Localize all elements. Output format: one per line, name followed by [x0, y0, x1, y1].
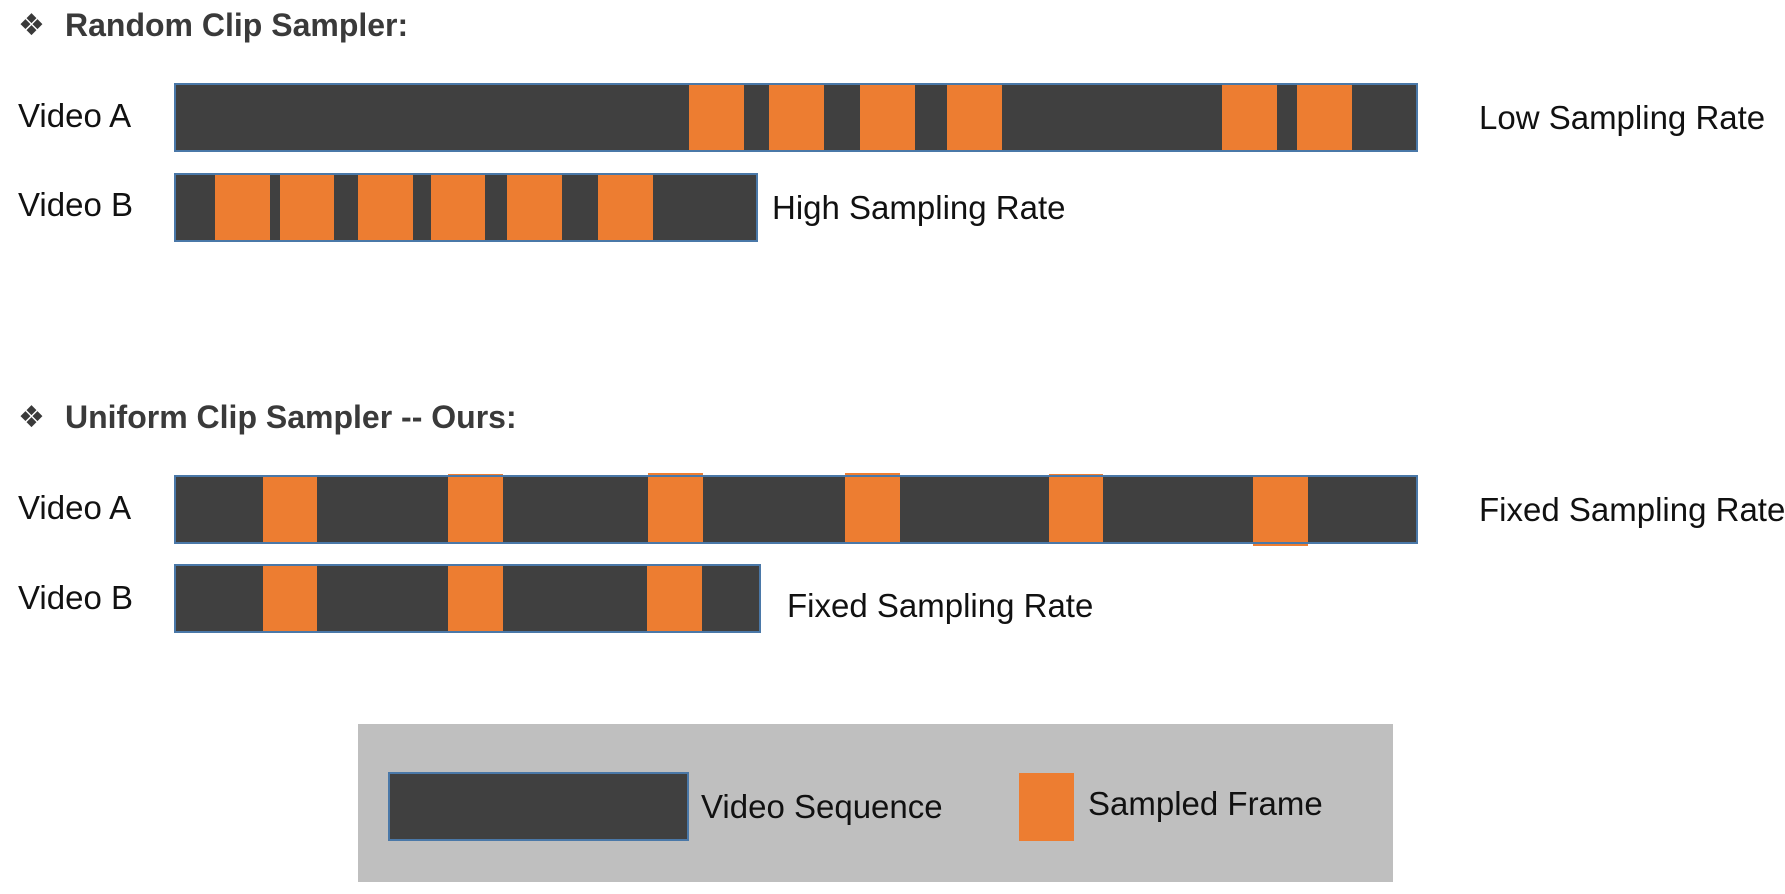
legend-sampled-frame-swatch [1019, 773, 1074, 841]
sampled-frame [648, 473, 703, 543]
sampled-frame [1222, 84, 1277, 151]
video-bar-border [174, 564, 761, 633]
video-bar-border [174, 83, 1418, 152]
legend-sampled-frame-label: Sampled Frame [1088, 785, 1323, 822]
sampled-frame [448, 565, 503, 632]
random-sampler-heading: ❖ Random Clip Sampler: [18, 7, 408, 43]
sampled-frame [263, 565, 317, 632]
video-bar-border [174, 475, 1418, 544]
sampled-frame [845, 473, 900, 543]
random-video-a-label: Video A [18, 97, 131, 134]
legend: Video Sequence Sampled Frame [358, 724, 1393, 882]
uniform-sampler-title: Uniform Clip Sampler -- Ours: [65, 399, 517, 435]
legend-video-sequence-label: Video Sequence [701, 788, 943, 825]
uniform-sampler-heading: ❖ Uniform Clip Sampler -- Ours: [18, 399, 517, 435]
sampled-frame [1253, 476, 1308, 546]
random-video-b-label: Video B [18, 186, 133, 223]
random-video-b-bar [174, 173, 758, 242]
uniform-video-a-label: Video A [18, 489, 131, 526]
sampled-frame [647, 565, 702, 632]
random-video-b-rate-label: High Sampling Rate [772, 189, 1066, 226]
sampled-frame [860, 84, 915, 151]
sampled-frame [215, 174, 270, 241]
sampled-frame [947, 84, 1002, 151]
uniform-video-a-rate-label: Fixed Sampling Rate [1479, 491, 1785, 528]
sampled-frame [507, 174, 562, 241]
sampled-frame [263, 476, 317, 543]
legend-video-sequence-swatch [388, 772, 689, 841]
uniform-video-b-rate-label: Fixed Sampling Rate [787, 587, 1093, 624]
uniform-video-a-bar [174, 473, 1418, 546]
uniform-video-b-bar [174, 564, 761, 633]
video-bar-border [174, 173, 758, 242]
sampled-frame [769, 84, 824, 151]
random-video-a-bar [174, 83, 1418, 152]
sampled-frame [448, 474, 503, 544]
sampled-frame [358, 174, 413, 241]
four-diamond-bullet-icon: ❖ [18, 401, 45, 434]
random-sampler-title: Random Clip Sampler: [65, 7, 408, 43]
sampled-frame [1297, 84, 1352, 151]
sampled-frame [431, 174, 485, 241]
sampled-frame [280, 174, 334, 241]
video-sequence-segment [175, 476, 1417, 543]
sampled-frame [689, 84, 744, 151]
uniform-video-b-label: Video B [18, 579, 133, 616]
four-diamond-bullet-icon: ❖ [18, 9, 45, 42]
random-video-a-rate-label: Low Sampling Rate [1479, 99, 1765, 136]
sampled-frame [598, 174, 653, 241]
sampled-frame [1049, 474, 1103, 543]
